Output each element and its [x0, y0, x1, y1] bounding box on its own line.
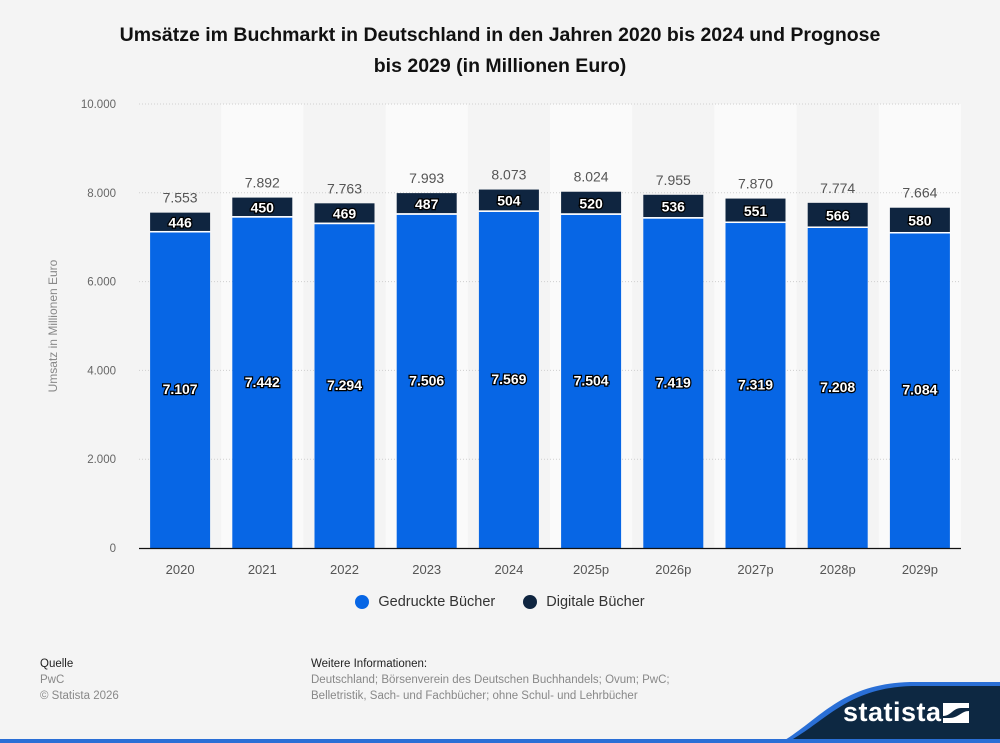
data-label-printed: 7.294	[327, 377, 362, 393]
bar-printed	[889, 233, 950, 548]
data-label-digital: 520	[579, 195, 603, 211]
x-tick-label: 2029p	[902, 562, 938, 577]
data-label-total: 7.553	[163, 190, 198, 206]
data-label-digital: 536	[662, 199, 686, 215]
bar-digital	[314, 203, 375, 223]
legend-item-digital[interactable]: Digitale Bücher	[523, 594, 645, 610]
statista-logo[interactable]: statista	[843, 697, 942, 728]
chart-title: Umsätze im Buchmarkt in Deutschland in d…	[0, 20, 1000, 82]
data-label-total: 8.073	[491, 167, 526, 183]
y-tick-label: 8.000	[87, 188, 116, 200]
data-label-printed: 7.506	[409, 372, 444, 388]
y-tick-label: 10.000	[81, 99, 116, 111]
x-tick-label: 2028p	[820, 562, 856, 577]
y-tick-label: 4.000	[87, 365, 116, 377]
legend-dot-digital	[523, 595, 538, 609]
legend-label-printed: Gedruckte Bücher	[378, 594, 496, 610]
x-tick-label: 2025p	[573, 562, 609, 577]
x-tick-label: 2023	[412, 562, 441, 577]
bar-printed	[478, 211, 539, 548]
chart-legend: Gedruckte Bücher Digitale Bücher	[0, 594, 1000, 613]
bar-digital	[725, 198, 786, 222]
footer-source: Quelle PwC © Statista 2026	[40, 656, 119, 704]
bar-digital	[396, 193, 457, 214]
y-tick-label: 0	[110, 543, 116, 555]
copyright: © Statista 2026	[40, 690, 119, 702]
bar-printed	[396, 214, 457, 549]
data-label-printed: 7.208	[820, 379, 855, 395]
footer-info: Weitere Informationen: Deutschland; Börs…	[311, 656, 670, 704]
x-tick-label: 2022	[330, 562, 359, 577]
bar-printed	[232, 217, 293, 548]
data-label-printed: 7.569	[491, 371, 526, 387]
bar-digital	[889, 207, 950, 232]
legend-label-digital: Digitale Bücher	[546, 594, 645, 610]
bar-digital	[807, 202, 868, 227]
statista-logo-icon	[943, 703, 969, 723]
data-label-total: 8.024	[574, 169, 609, 185]
data-label-total: 7.892	[245, 175, 280, 191]
info-line-1: Deutschland; Börsenverein des Deutschen …	[311, 674, 670, 686]
bar-printed	[807, 227, 868, 549]
y-axis-label: Umsatz in Millionen Euro	[46, 259, 60, 392]
chart-plot: 0 2.000 4.000 6.000 8.000 10.000 Umsatz in Mil…	[46, 99, 961, 577]
x-tick-label: 2020	[166, 562, 195, 577]
data-label-printed: 7.419	[656, 374, 691, 390]
bar-digital	[561, 191, 622, 214]
x-tick-label: 2021	[248, 562, 277, 577]
data-label-total: 7.870	[738, 176, 773, 192]
bar-digital	[232, 197, 293, 217]
source-heading: Quelle	[40, 658, 74, 670]
bar-printed	[725, 223, 786, 548]
data-label-total: 7.774	[820, 180, 855, 196]
data-label-printed: 7.442	[245, 374, 280, 390]
data-label-digital: 551	[744, 203, 768, 219]
bottom-accent-bar	[0, 739, 1000, 743]
data-label-total: 7.763	[327, 180, 362, 196]
x-tick-label: 2024	[494, 562, 523, 577]
bar-digital	[643, 194, 704, 218]
data-label-printed: 7.084	[902, 382, 937, 398]
x-tick-label: 2027p	[737, 562, 773, 577]
data-label-digital: 504	[497, 193, 521, 209]
legend-item-printed[interactable]: Gedruckte Bücher	[355, 594, 495, 610]
data-label-total: 7.993	[409, 170, 444, 186]
data-label-total: 7.955	[656, 172, 691, 188]
chart-title-line-2: bis 2029 (in Millionen Euro)	[373, 55, 627, 77]
statista-brand-band	[780, 682, 1000, 743]
legend-dot-printed	[355, 595, 370, 609]
y-tick-label: 2.000	[87, 454, 116, 466]
data-label-printed: 7.107	[163, 381, 198, 397]
data-label-digital: 580	[908, 213, 932, 229]
data-label-digital: 469	[333, 206, 357, 222]
data-label-total: 7.664	[902, 185, 937, 201]
bar-printed	[314, 224, 375, 548]
data-label-digital: 446	[168, 215, 192, 231]
statista-logo-text: statista	[843, 697, 942, 727]
y-tick-label: 6.000	[87, 277, 116, 289]
data-label-printed: 7.504	[574, 372, 609, 388]
bar-printed	[150, 232, 211, 548]
data-label-printed: 7.319	[738, 377, 773, 393]
bar-digital	[478, 189, 539, 211]
data-label-digital: 566	[826, 207, 850, 223]
info-line-2: Belletristik, Sach- und Fachbücher; ohne…	[311, 690, 638, 702]
info-heading: Weitere Informationen:	[311, 658, 428, 670]
data-label-digital: 450	[251, 200, 275, 216]
bar-digital	[150, 212, 211, 231]
bar-printed	[561, 214, 622, 549]
chart-title-line-1: Umsätze im Buchmarkt in Deutschland in d…	[119, 24, 881, 46]
bar-printed	[643, 218, 704, 548]
source-value: PwC	[40, 674, 65, 686]
data-label-digital: 487	[415, 196, 439, 212]
x-tick-label: 2026p	[655, 562, 691, 577]
